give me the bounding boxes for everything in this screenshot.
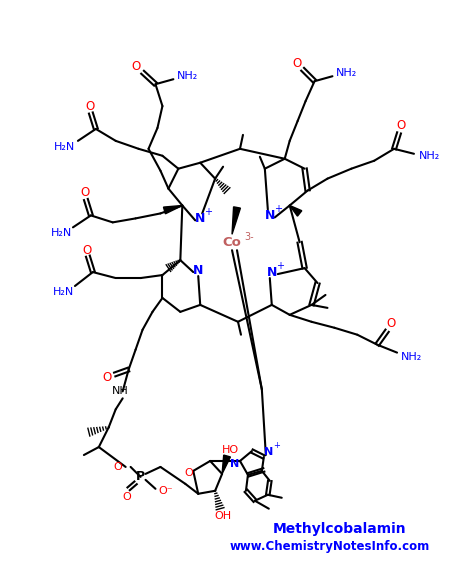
Text: H₂N: H₂N	[54, 142, 74, 152]
Polygon shape	[164, 206, 182, 214]
Text: O: O	[386, 317, 396, 330]
Text: N: N	[195, 212, 205, 225]
Text: HO: HO	[221, 445, 238, 455]
Text: www.ChemistryNotesInfo.com: www.ChemistryNotesInfo.com	[229, 540, 429, 553]
Text: OH: OH	[215, 511, 232, 521]
Text: O⁻: O⁻	[158, 486, 173, 496]
Text: NH₂: NH₂	[336, 68, 357, 79]
Text: O: O	[396, 119, 406, 132]
Text: O: O	[131, 60, 140, 73]
Text: O: O	[292, 57, 301, 70]
Text: NH: NH	[112, 386, 129, 397]
Text: H₂N: H₂N	[50, 228, 72, 238]
Text: O: O	[102, 371, 111, 384]
Text: +: +	[276, 261, 284, 271]
Text: NH₂: NH₂	[177, 71, 198, 81]
Polygon shape	[222, 455, 230, 474]
Text: O: O	[82, 244, 91, 257]
Text: N: N	[193, 264, 203, 277]
Text: N: N	[266, 265, 277, 278]
Polygon shape	[290, 206, 302, 216]
Text: O: O	[80, 186, 90, 199]
Text: O: O	[113, 462, 122, 472]
Polygon shape	[232, 207, 240, 234]
Text: Methylcobalamin: Methylcobalamin	[273, 521, 406, 536]
Text: N: N	[230, 459, 240, 469]
Text: +: +	[273, 441, 280, 450]
Text: N: N	[264, 209, 275, 222]
Text: N: N	[264, 447, 273, 457]
Text: +: +	[204, 207, 212, 217]
Text: O: O	[85, 100, 94, 112]
Text: P: P	[136, 470, 145, 484]
Text: NH₂: NH₂	[401, 352, 423, 362]
Text: Co: Co	[223, 236, 241, 249]
Text: 3-: 3-	[244, 232, 254, 242]
Text: NH₂: NH₂	[419, 151, 440, 161]
Text: O: O	[122, 492, 131, 502]
Text: +: +	[274, 205, 282, 214]
Text: O: O	[184, 468, 192, 478]
Text: H₂N: H₂N	[53, 287, 73, 297]
